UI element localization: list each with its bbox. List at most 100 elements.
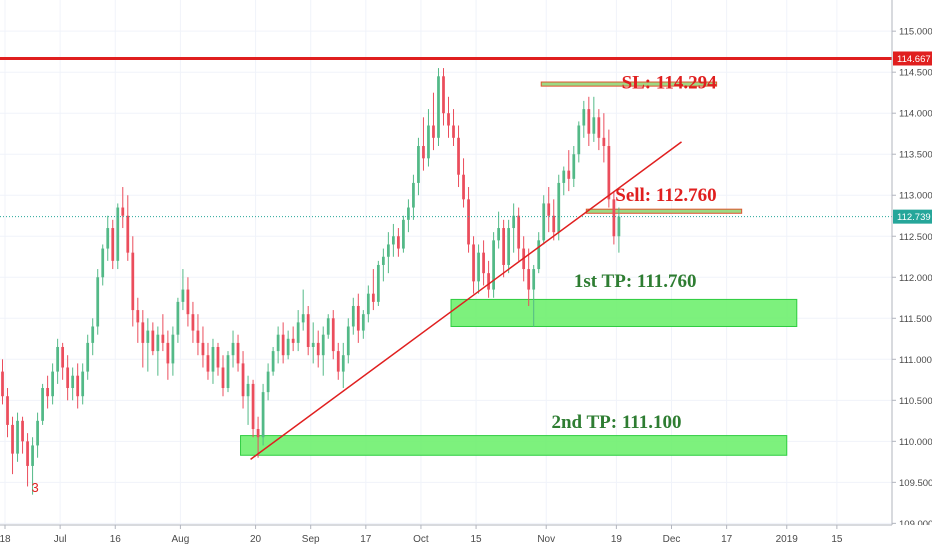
candle-body (552, 215, 556, 233)
sell-annotation: Sell: 112.760 (615, 185, 716, 206)
candle-body (41, 388, 44, 421)
x-tick-label: 2019 (776, 534, 799, 545)
candle-body (467, 199, 470, 245)
y-tick-label: 113.000 (899, 191, 932, 202)
candle-body (161, 334, 165, 343)
candle-body (427, 125, 430, 159)
candle-body (156, 334, 160, 352)
candle-body (356, 305, 360, 331)
candle-body (91, 326, 95, 343)
x-tick-label: Sep (302, 534, 320, 545)
candle-body (131, 252, 135, 311)
tp1-annotation: 1st TP: 111.760 (574, 271, 697, 292)
y-tick-label: 114.000 (899, 109, 932, 120)
candle-body (432, 125, 435, 138)
candle-body (376, 264, 380, 302)
candle-body (191, 314, 195, 331)
x-tick-label: Oct (413, 534, 429, 545)
y-tick-label: 113.500 (899, 150, 932, 161)
candle-body (437, 76, 440, 138)
candle-body (602, 137, 606, 147)
candle-body (181, 289, 185, 302)
candle-body (236, 342, 240, 364)
candle-body (336, 351, 340, 372)
x-tick-label: 17 (721, 534, 733, 545)
sl-annotation: SL: 114.294 (622, 73, 718, 94)
lines (0, 56, 892, 460)
candle-body (542, 203, 546, 241)
candle-body (537, 240, 541, 270)
candle-body (16, 420, 19, 454)
candle-body (381, 256, 385, 265)
candle-body (46, 388, 49, 397)
candle-body (266, 371, 270, 393)
x-tick-label: 20 (250, 534, 262, 545)
candle-body (81, 371, 85, 397)
candle-body (106, 228, 110, 249)
y-tick-label: 111.500 (899, 314, 932, 325)
candle-body (582, 109, 586, 126)
candle-body (316, 342, 320, 356)
candle-body (176, 301, 180, 335)
y-tick-label: 111.000 (899, 355, 932, 366)
y-tick-label: 114.500 (899, 68, 932, 79)
candle-body (6, 396, 9, 425)
candle-body (457, 137, 460, 175)
candle-body (587, 109, 591, 134)
candle-body (397, 236, 400, 249)
candle-body (136, 310, 140, 323)
x-tick-label: Nov (537, 534, 555, 545)
candle-body (96, 277, 100, 327)
candle-body (482, 252, 485, 274)
candle-body (402, 219, 405, 249)
candle-body (607, 146, 611, 200)
candle-body (226, 355, 230, 389)
candle-body (196, 330, 200, 343)
candle-body (497, 228, 500, 241)
candle-body (412, 182, 415, 208)
marker-3: 3 (31, 480, 38, 495)
candle-body (502, 228, 506, 265)
current-price-badge-bg (893, 209, 932, 224)
candle-body (276, 334, 280, 352)
candle-body (517, 215, 521, 249)
candle-body (442, 76, 445, 114)
candle-body (577, 125, 581, 155)
candle-body (186, 289, 190, 315)
current-price-badge: 112.739 (897, 212, 931, 223)
candle-body (201, 342, 205, 356)
sl-price-badge-bg (893, 51, 932, 66)
zones (240, 81, 798, 456)
candle-body (171, 334, 175, 364)
candle-body (301, 314, 305, 323)
candle-body (51, 371, 54, 397)
sell-bar (585, 208, 743, 214)
candle-body (281, 334, 285, 356)
x-tick-label: 16 (110, 534, 122, 545)
tp2-zone (240, 435, 788, 456)
candle-body (216, 346, 220, 368)
candle-body (291, 338, 295, 343)
candle-body (547, 203, 551, 216)
candle-body (492, 240, 495, 290)
candle-body (562, 170, 566, 183)
candle-body (351, 305, 355, 327)
x-tick-label: Aug (172, 534, 190, 545)
candle-body (422, 146, 425, 159)
candle-body (251, 383, 255, 430)
candle-body (151, 330, 155, 352)
candle-body (407, 207, 410, 220)
candle-body (206, 355, 210, 372)
candle-body (11, 424, 14, 454)
candle-body (346, 326, 350, 356)
y-tick-label: 112.000 (899, 273, 932, 284)
candle-body (592, 117, 596, 134)
candle-body (487, 273, 490, 290)
candle-body (36, 420, 39, 446)
tp2-annotation: 2nd TP: 111.100 (551, 412, 681, 433)
annotations: SL: 114.294 Sell: 112.760 1st TP: 111.760 2… (31, 73, 717, 496)
y-tick-label: 112.500 (899, 232, 932, 243)
